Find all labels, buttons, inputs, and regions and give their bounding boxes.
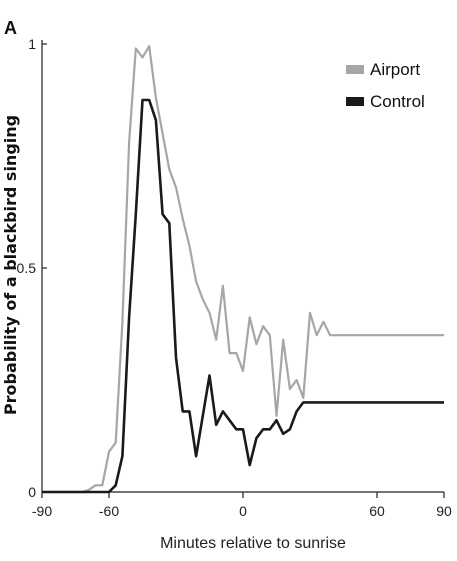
series-layer	[42, 45, 444, 494]
panel-label: A	[4, 18, 17, 38]
y-ticks: 00.51	[17, 36, 47, 500]
legend-label-control: Control	[370, 92, 425, 111]
series-line-airport	[42, 45, 444, 494]
y-tick-label: 0.5	[17, 260, 37, 276]
legend-swatch-airport	[346, 65, 364, 74]
x-tick-label: 0	[239, 503, 247, 519]
y-tick-label: 1	[28, 36, 36, 52]
x-ticks: -90 -60 0 60 90	[32, 492, 452, 519]
y-tick-label: 0	[28, 484, 36, 500]
legend-label-airport: Airport	[370, 60, 420, 79]
legend-swatch-control	[346, 97, 364, 106]
x-tick-label: 60	[369, 503, 385, 519]
x-tick-label: 90	[436, 503, 452, 519]
x-tick-label: -90	[32, 503, 52, 519]
legend: Airport Control	[346, 60, 425, 111]
y-axis-label: Probability of a blackbird singing	[1, 115, 20, 415]
x-axis-label: Minutes relative to sunrise	[160, 535, 346, 552]
x-tick-label: -60	[99, 503, 119, 519]
series-line-control	[42, 98, 444, 494]
